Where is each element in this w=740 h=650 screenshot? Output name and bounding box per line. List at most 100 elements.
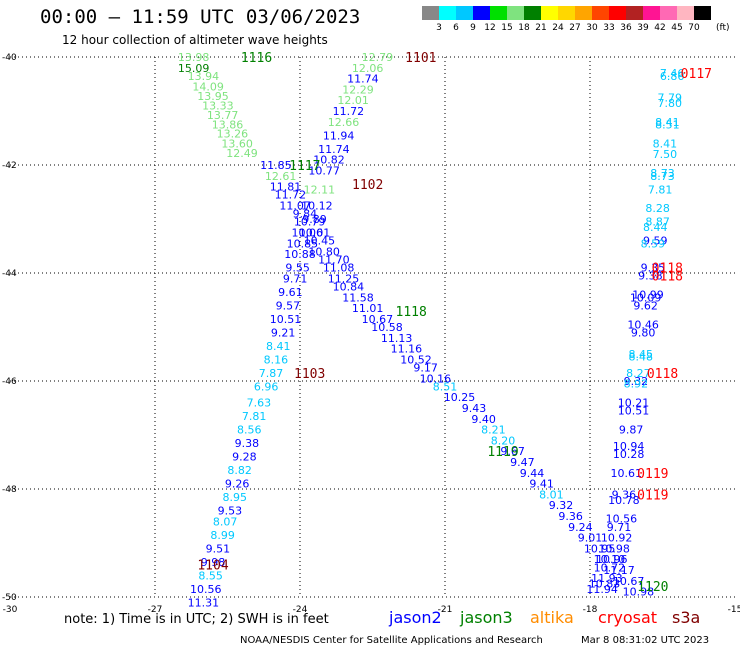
wave-height-value: 9.51: [206, 542, 231, 555]
x-tick-label: -27: [148, 605, 163, 615]
wave-height-value: 8.73: [650, 167, 675, 180]
wave-height-value: 9.55: [285, 262, 310, 275]
wave-height-value: 11.74: [318, 143, 350, 156]
wave-height-value: 7.81: [242, 410, 267, 423]
wave-height-value: 10.12: [301, 200, 333, 213]
legend-level-label: 9: [470, 23, 476, 33]
wave-height-value: 10.94: [613, 440, 645, 453]
legend-swatch: [609, 6, 626, 20]
wave-height-value: 8.73: [650, 170, 675, 183]
wave-height-value: 13.60: [221, 137, 253, 150]
wave-height-value: 12.01: [337, 94, 369, 107]
wave-height-value: 9.26: [225, 478, 250, 491]
wave-height-value: 10.28: [613, 448, 645, 461]
wave-height-value: 8.07: [213, 515, 238, 528]
wave-height-value: 10.80: [308, 245, 340, 258]
wave-height-value: 8.99: [210, 529, 235, 542]
wave-height-value: 13.94: [188, 70, 220, 83]
wave-height-value: 12.29: [342, 83, 374, 96]
legend-swatch: [490, 6, 507, 20]
wave-height-value: 8.87: [645, 216, 670, 229]
wave-height-value: 7.63: [247, 397, 272, 410]
wave-height-value: 9.84: [293, 208, 318, 221]
legend-level-label: 42: [654, 23, 666, 33]
pass-time-label: 0118: [652, 270, 683, 285]
legend-level-label: 24: [552, 23, 564, 33]
wave-height-value: 13.98: [178, 51, 210, 64]
wave-height-value: 8.27: [626, 367, 651, 380]
wave-height-value: 7.79: [658, 92, 683, 105]
legend-swatch: [677, 6, 694, 20]
wave-height-value: 9.01: [578, 532, 603, 545]
pass-time-label: 0119: [637, 488, 668, 503]
y-tick-label: -44: [2, 269, 17, 279]
wave-height-value: 11.01: [352, 302, 384, 315]
wave-height-value: 12.11: [304, 183, 336, 196]
legend-level-label: 3: [436, 23, 442, 33]
wave-height-value: 11.31: [188, 596, 220, 609]
wave-height-value: 7.81: [648, 183, 673, 196]
satellite-label-cryosat: cryosat: [598, 608, 658, 627]
wave-height-value: 9.57: [276, 299, 301, 312]
legend-swatch: [439, 6, 456, 20]
wave-height-value: 9.17: [413, 362, 438, 375]
legend-level-label: 12: [484, 23, 496, 33]
wave-height-value: 11.08: [323, 262, 355, 275]
legend-swatch: [558, 6, 575, 20]
wave-height-value: 10.58: [371, 321, 403, 334]
wave-height-value: 10.61: [611, 467, 643, 480]
wave-height-value: 12.49: [226, 147, 258, 160]
wave-height-value: 9.24: [568, 521, 593, 534]
wave-height-value: 7.46: [660, 67, 685, 80]
pass-time-label: 1116: [241, 51, 272, 66]
wave-height-value: 14.09: [192, 81, 224, 94]
wave-height-value: 8.95: [223, 491, 248, 504]
legend-unit: (ft): [716, 23, 730, 33]
wave-height-value: 10.96: [596, 553, 628, 566]
wave-height-value: 10.99: [632, 289, 664, 302]
pass-time-label: 1120: [637, 580, 668, 595]
x-tick-label: -24: [293, 605, 308, 615]
wave-height-value: 9.98: [201, 556, 226, 569]
wave-height-value: 8.51: [433, 380, 458, 393]
wave-height-value: 9.32: [624, 375, 649, 388]
x-tick-label: -15: [728, 605, 740, 615]
legend-swatch: [507, 6, 524, 20]
wave-height-value: 11.25: [328, 272, 360, 285]
wave-height-value: 10.52: [400, 353, 432, 366]
wave-height-value: 10.98: [623, 586, 655, 599]
wave-height-value: 10.92: [601, 532, 633, 545]
legend-level-label: 30: [586, 23, 598, 33]
wave-height-value: 10.72: [594, 561, 626, 574]
wave-height-value: 13.95: [197, 90, 229, 103]
wave-height-value: 9.36: [612, 488, 637, 501]
legend-level-label: 18: [518, 23, 530, 33]
pass-time-label: 1102: [352, 178, 383, 193]
wave-height-value: 10.51: [618, 405, 650, 418]
wave-height-value: 9.53: [218, 505, 243, 518]
wave-height-value: 10.95: [584, 542, 616, 555]
legend-level-label: 39: [637, 23, 649, 33]
legend-swatch: [694, 6, 711, 20]
x-tick-label: -30: [3, 605, 18, 615]
legend-swatch: [626, 6, 643, 20]
wave-height-value: 11.94: [586, 583, 618, 596]
wave-height-value: 10.51: [270, 313, 302, 326]
legend-swatch: [524, 6, 541, 20]
legend-swatch: [541, 6, 558, 20]
wave-height-value: 9.59: [643, 235, 668, 248]
wave-height-value: 9.40: [471, 413, 496, 426]
wave-height-value: 12.06: [352, 62, 384, 75]
wave-height-value: 8.56: [237, 424, 262, 437]
legend-swatch: [575, 6, 592, 20]
y-tick-label: -40: [2, 53, 17, 63]
legend-swatch: [643, 6, 660, 20]
satellite-label-altika: altika: [530, 608, 574, 627]
wave-height-value: 10.67: [362, 313, 394, 326]
wave-height-value: 8.16: [264, 353, 289, 366]
y-tick-label: -42: [2, 161, 17, 171]
wave-height-value: 12.66: [328, 116, 360, 129]
pass-time-label: 0119: [637, 467, 668, 482]
wave-height-value: 10.25: [444, 391, 476, 404]
